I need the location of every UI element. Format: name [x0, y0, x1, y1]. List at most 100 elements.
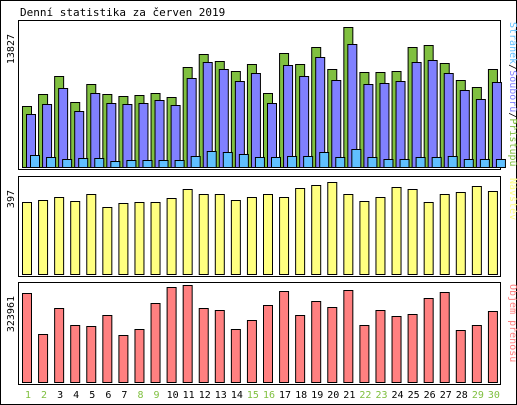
series-visits-1 [22, 182, 498, 275]
bar-hits-series2-day-29 [475, 99, 486, 168]
bar-hits-series3-day-30 [495, 159, 506, 168]
bar-visits-series1-day-8 [134, 202, 145, 275]
bar-kb-series1-day-29 [471, 325, 482, 383]
bar-hits-series3-day-4 [78, 158, 89, 168]
bar-kb-series1-day-27 [439, 292, 450, 383]
day-label-4: 4 [73, 390, 79, 401]
bar-hits-series3-day-3 [62, 159, 73, 168]
day-label-26: 26 [424, 390, 436, 401]
bar-hits-series3-day-13 [222, 152, 233, 168]
legend-item: Stránek [507, 22, 517, 64]
bar-visits-series1-day-23 [375, 197, 386, 275]
bar-kb-series1-day-9 [150, 303, 161, 383]
bar-hits-series2-day-5 [90, 93, 101, 168]
day-label-16: 16 [263, 390, 275, 401]
legend-hits: Stránek/Souborů/Přístupů [507, 22, 517, 167]
bar-visits-series1-day-24 [391, 187, 402, 275]
bar-hits-series2-day-22 [363, 84, 374, 168]
legend-separator: / [507, 64, 517, 70]
day-label-23: 23 [375, 390, 387, 401]
bar-visits-series1-day-18 [295, 188, 306, 275]
legend-item: Přístupů [507, 118, 517, 166]
bar-visits-series1-day-10 [166, 198, 177, 275]
day-label-7: 7 [121, 390, 127, 401]
bar-hits-series2-day-26 [427, 60, 438, 168]
legend-item: Návštěv [507, 178, 517, 220]
bar-hits-series2-day-15 [250, 73, 261, 168]
bar-visits-series1-day-16 [263, 194, 273, 275]
bar-hits-series2-day-28 [459, 90, 470, 168]
day-label-24: 24 [392, 390, 404, 401]
bar-kb-series1-day-25 [407, 314, 418, 383]
bar-hits-series3-day-6 [110, 161, 121, 168]
bar-hits-series2-day-27 [443, 73, 454, 168]
bar-visits-series1-day-28 [455, 192, 466, 275]
day-label-17: 17 [279, 390, 291, 401]
bar-kb-series1-day-3 [54, 308, 65, 383]
chart-title: Denní statistika za červen 2019 [20, 6, 225, 19]
bar-visits-series1-day-30 [487, 191, 498, 275]
bar-hits-series2-day-23 [379, 83, 390, 168]
bar-hits-series3-day-1 [30, 155, 40, 168]
bar-hits-series3-day-26 [431, 157, 442, 168]
bar-kb-series1-day-2 [38, 334, 49, 383]
bar-kb-series1-day-7 [118, 335, 129, 383]
bar-kb-series1-day-23 [375, 310, 386, 383]
bar-hits-series3-day-7 [126, 160, 137, 168]
bar-hits-series3-day-2 [46, 157, 57, 168]
legend-kb: Objem přenosu [507, 284, 517, 362]
bar-hits-series3-day-23 [383, 159, 394, 168]
bar-kb-series1-day-26 [423, 298, 434, 383]
bar-hits-series3-day-14 [238, 154, 249, 168]
bar-visits-series1-day-6 [102, 207, 113, 275]
bar-kb-series1-day-19 [311, 301, 322, 383]
bar-hits-series2-day-7 [122, 104, 133, 168]
bar-kb-series1-day-8 [134, 329, 145, 383]
day-label-21: 21 [343, 390, 355, 401]
day-label-19: 19 [311, 390, 323, 401]
bar-hits-series3-day-27 [447, 156, 458, 168]
bar-visits-series1-day-3 [54, 197, 65, 275]
bar-visits-series1-day-2 [38, 200, 49, 275]
day-label-14: 14 [231, 390, 243, 401]
bar-hits-series3-day-24 [399, 159, 410, 168]
bar-hits-series3-day-11 [190, 156, 201, 168]
panel-frame [18, 282, 501, 385]
bar-kb-series1-day-22 [359, 325, 370, 383]
day-label-29: 29 [472, 390, 484, 401]
bar-hits-series3-day-22 [367, 157, 378, 168]
bar-visits-series1-day-13 [214, 194, 225, 275]
bar-kb-series1-day-24 [391, 316, 402, 383]
bar-visits-series1-day-21 [343, 194, 354, 275]
bar-visits-series1-day-12 [198, 194, 209, 275]
day-label-18: 18 [295, 390, 307, 401]
bar-hits-series2-day-17 [283, 65, 294, 168]
day-label-22: 22 [359, 390, 371, 401]
bar-visits-series1-day-14 [230, 200, 241, 275]
bar-kb-series1-day-21 [343, 290, 354, 383]
bar-kb-series1-day-11 [182, 285, 193, 383]
bar-hits-series2-day-25 [411, 62, 422, 168]
panel-hits: 13827 Stránek/Souborů/Přístupů [6, 20, 517, 170]
bar-visits-series1-day-25 [407, 189, 418, 275]
series-kb-1 [22, 285, 498, 383]
bar-hits-series3-day-16 [271, 157, 281, 168]
bar-visits-series1-day-20 [327, 182, 338, 275]
bar-kb-series1-day-20 [327, 307, 338, 383]
bar-visits-series1-day-15 [246, 197, 257, 275]
bar-hits-series2-day-18 [299, 76, 310, 168]
bar-visits-series1-day-11 [182, 189, 193, 275]
bar-hits-series3-day-28 [463, 159, 474, 168]
series-hits-2 [26, 44, 502, 168]
bar-hits-series3-day-20 [335, 157, 346, 168]
day-label-2: 2 [41, 390, 47, 401]
bar-visits-series1-day-27 [439, 194, 450, 275]
bar-kb-series1-day-30 [487, 311, 498, 383]
bar-kb-series1-day-10 [166, 287, 177, 383]
legend-item: Objem přenosu [507, 284, 517, 362]
day-label-15: 15 [247, 390, 259, 401]
bar-kb-series1-day-5 [86, 326, 97, 383]
bar-hits-series2-day-9 [154, 100, 165, 168]
ymax-label-visits: 397 [6, 190, 17, 208]
bar-visits-series1-day-1 [22, 202, 32, 275]
